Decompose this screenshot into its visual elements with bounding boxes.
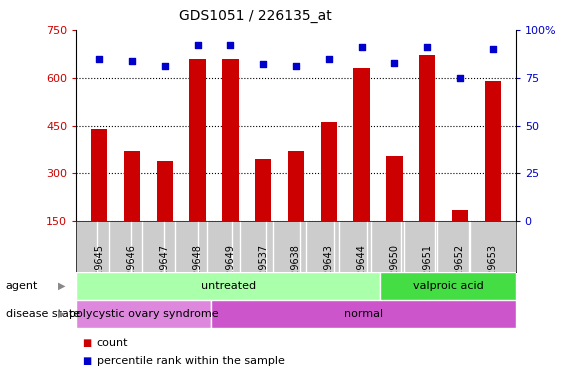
Text: ▶: ▶ (58, 281, 65, 291)
Bar (156, 160, 173, 221)
Bar (76, 300, 212, 328)
Point (324, 56, 333, 62)
Text: valproic acid: valproic acid (413, 281, 483, 291)
Text: GSM29645: GSM29645 (94, 244, 104, 297)
Text: percentile rank within the sample: percentile rank within the sample (97, 356, 285, 366)
Text: GSM29651: GSM29651 (422, 244, 432, 297)
Bar (288, 151, 304, 221)
Point (94, 56, 104, 62)
Text: GDS1051 / 226135_at: GDS1051 / 226135_at (179, 9, 331, 23)
Text: polycystic ovary syndrome: polycystic ovary syndrome (69, 309, 219, 319)
Text: GSM29648: GSM29648 (193, 244, 203, 297)
Point (390, 60, 399, 66)
Text: disease state: disease state (6, 309, 80, 319)
Text: ■: ■ (82, 338, 91, 348)
Bar (452, 210, 468, 221)
Bar (222, 59, 239, 221)
Bar (189, 59, 206, 221)
Point (291, 63, 301, 69)
Text: GSM29649: GSM29649 (226, 244, 236, 297)
Text: normal: normal (344, 309, 383, 319)
Bar (321, 122, 337, 221)
Text: GSM29638: GSM29638 (291, 244, 301, 297)
Bar (91, 129, 107, 221)
Point (127, 58, 137, 64)
Point (226, 42, 235, 48)
Text: agent: agent (6, 281, 38, 291)
Bar (76, 272, 380, 300)
Point (160, 63, 169, 69)
Bar (485, 81, 501, 221)
Text: untreated: untreated (201, 281, 256, 291)
Point (193, 42, 202, 48)
Bar (212, 300, 516, 328)
Bar (255, 159, 271, 221)
Text: GSM29650: GSM29650 (389, 244, 399, 297)
Bar (380, 272, 516, 300)
Text: count: count (97, 338, 128, 348)
Point (455, 75, 465, 81)
Text: ▶: ▶ (58, 309, 65, 319)
Bar (353, 68, 370, 221)
Point (357, 44, 366, 50)
Text: GSM29652: GSM29652 (455, 244, 465, 297)
Bar (419, 56, 435, 221)
Point (488, 46, 498, 52)
Text: GSM29537: GSM29537 (258, 244, 268, 297)
Text: GSM29647: GSM29647 (160, 244, 170, 297)
Bar (124, 151, 140, 221)
Point (258, 62, 268, 68)
Text: GSM29646: GSM29646 (127, 244, 137, 297)
Point (423, 44, 432, 50)
Text: GSM29644: GSM29644 (356, 244, 366, 297)
Bar (386, 156, 403, 221)
Text: GSM29643: GSM29643 (323, 244, 334, 297)
Text: GSM29653: GSM29653 (488, 244, 498, 297)
Text: ■: ■ (82, 356, 91, 366)
